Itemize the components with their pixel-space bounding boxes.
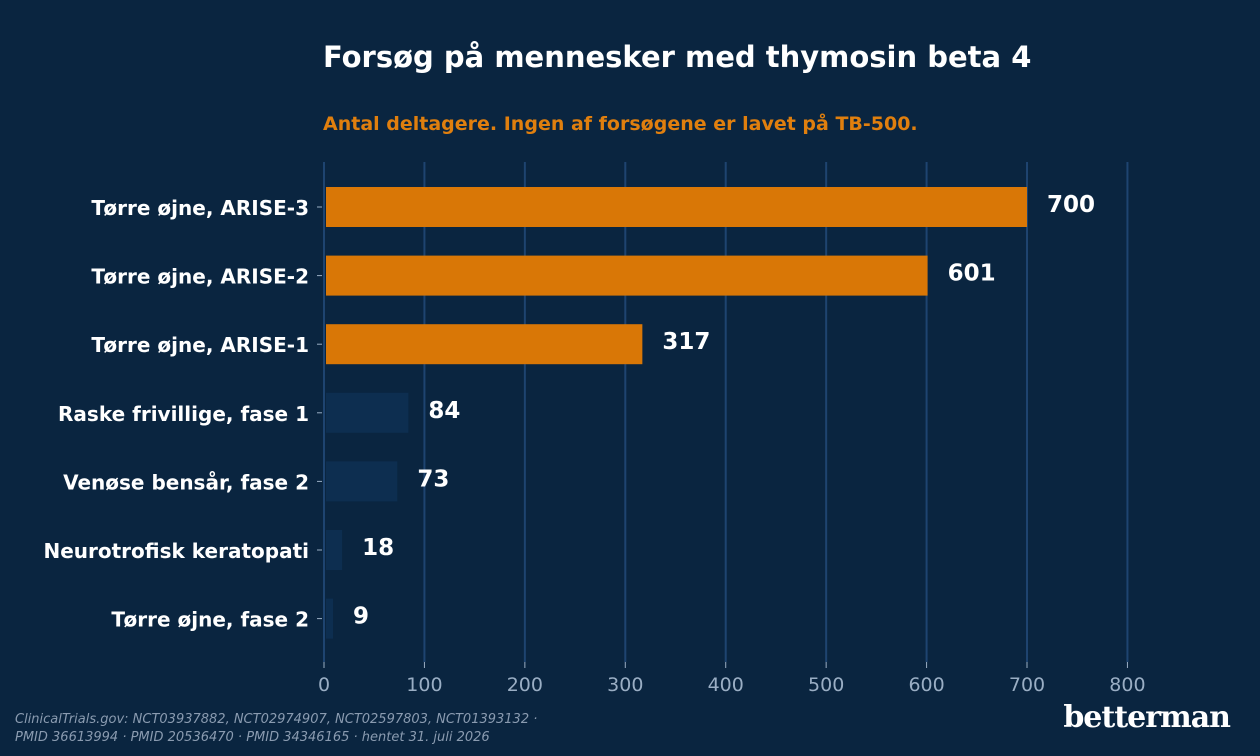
source-line-1: ClinicalTrials.gov: NCT03937882, NCT0297…	[15, 712, 538, 727]
chart-title: Forsøg på mennesker med thymosin beta 4	[323, 40, 1032, 74]
x-tick-label: 800	[1109, 674, 1145, 696]
data-label: 84	[428, 398, 460, 424]
source-line-2: PMID 36613994 · PMID 20536470 · PMID 343…	[15, 730, 490, 745]
category-label: Venøse bensår, fase 2	[63, 470, 309, 494]
chart-subtitle: Antal deltagere. Ingen af forsøgene er l…	[323, 113, 918, 135]
category-label: Raske frivillige, fase 1	[58, 402, 309, 426]
category-label: Tørre øjne, ARISE-2	[91, 265, 309, 289]
x-tick-label: 600	[908, 674, 944, 696]
data-label: 601	[948, 261, 996, 287]
x-tick-label: 0	[318, 674, 330, 696]
bar	[326, 255, 928, 296]
bar	[326, 598, 334, 639]
bar	[326, 530, 343, 570]
bar	[326, 461, 398, 502]
category-label: Neurotrofisk keratopati	[43, 539, 309, 563]
x-tick-label: 700	[1009, 674, 1045, 696]
x-tick-label: 500	[808, 674, 844, 696]
bar	[326, 187, 1028, 227]
brand-logo: betterman	[1063, 700, 1231, 735]
bar	[326, 392, 409, 433]
data-label: 18	[362, 535, 394, 561]
category-label: Tørre øjne, ARISE-1	[91, 333, 309, 357]
data-label: 317	[662, 329, 710, 355]
x-tick-label: 400	[708, 674, 744, 696]
data-label: 73	[417, 466, 449, 492]
data-label: 9	[353, 604, 369, 630]
x-tick-label: 300	[607, 674, 643, 696]
source-footer: ClinicalTrials.gov: NCT03937882, NCT0297…	[15, 711, 537, 747]
data-label: 700	[1047, 192, 1095, 218]
bar	[326, 324, 643, 365]
category-label: Tørre øjne, fase 2	[111, 608, 309, 632]
x-tick-label: 100	[406, 674, 442, 696]
bar-chart: 0 100 200 300 400 500 600 700 800 Tørre øjne, ARI…	[43, 162, 1146, 696]
category-label: Tørre øjne, ARISE-3	[91, 196, 309, 220]
x-tick-label: 200	[507, 674, 543, 696]
